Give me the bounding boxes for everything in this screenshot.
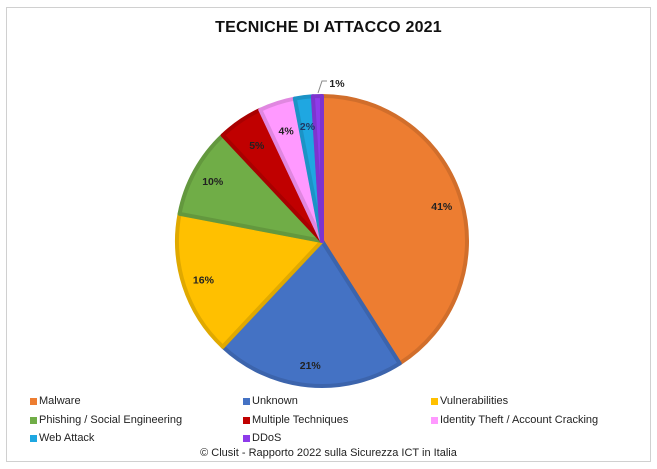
chart-title: TECNICHE DI ATTACCO 2021 — [215, 19, 442, 36]
slice-value-label: 10% — [202, 176, 224, 188]
slice-value-label: 2% — [300, 121, 316, 133]
pie-labels: 41% 21% 16% 10% 5% 4% 2% 1% — [193, 78, 453, 372]
slice-value-label: 21% — [300, 360, 322, 372]
source-caption: © Clusit - Rapporto 2022 sulla Sicurezza… — [200, 447, 457, 459]
slice-value-label: 16% — [193, 275, 215, 287]
slice-value-label: 41% — [431, 201, 453, 213]
leader-line — [317, 80, 327, 94]
slice-value-label: 5% — [249, 140, 265, 152]
pie-slice — [220, 239, 402, 388]
pie-slice — [177, 133, 324, 243]
slice-value-label: 4% — [279, 126, 295, 138]
pie-slice — [310, 94, 324, 243]
slice-value-label: 1% — [329, 78, 345, 90]
pie-slice — [175, 211, 324, 349]
pie-slices — [175, 94, 469, 388]
